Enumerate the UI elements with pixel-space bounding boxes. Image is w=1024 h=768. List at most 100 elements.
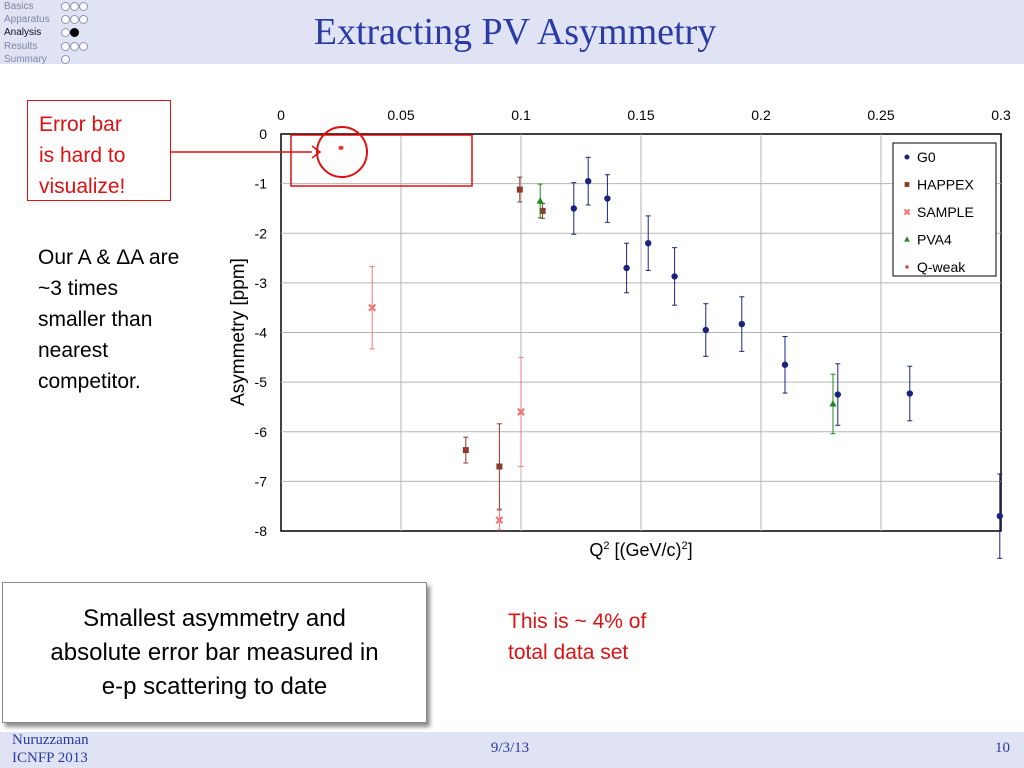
legend-label: PVA4 <box>917 232 952 248</box>
note-line: smaller than <box>38 308 153 331</box>
nav-item[interactable]: Apparatus <box>2 13 102 26</box>
chart-legend: G0 HAPPEX SAMPLE PVA4 Q-weak <box>892 142 997 277</box>
nav-item-label: Results <box>4 40 38 52</box>
note-line: nearest <box>38 339 109 362</box>
highlight-rectangle <box>290 134 473 187</box>
x-tick-label: 0.3 <box>991 107 1011 123</box>
data-point <box>781 361 789 368</box>
y-tick-label: -8 <box>255 523 268 539</box>
legend-label: Q-weak <box>917 259 966 275</box>
callout-line: Error bar <box>39 113 122 136</box>
author-name: Nuruzzaman <box>12 732 89 748</box>
legend-marker <box>903 208 911 216</box>
data-point <box>702 326 709 334</box>
data-point <box>645 239 652 247</box>
x-tick-label: 0.05 <box>387 107 414 123</box>
legend-marker <box>904 154 910 160</box>
data-point <box>516 186 523 193</box>
nav-item[interactable]: Basics <box>2 0 102 13</box>
x-tick-label: 0.25 <box>867 107 894 123</box>
nav-progress-dots <box>61 41 88 52</box>
data-point <box>671 273 678 280</box>
slide-dot[interactable] <box>61 15 70 25</box>
slide-dot[interactable] <box>61 2 70 11</box>
slide-dot[interactable] <box>61 54 70 64</box>
data-share-note: This is ~ 4% of total data set <box>508 606 708 668</box>
slide-dot[interactable] <box>70 2 79 11</box>
data-point <box>834 391 841 398</box>
nav-item[interactable]: Results <box>2 40 102 53</box>
nav-item[interactable]: Summary <box>2 53 102 66</box>
nav-progress-dots <box>61 15 88 25</box>
x-tick-label: 0.1 <box>511 107 531 123</box>
slide-dot[interactable] <box>70 15 79 25</box>
data-point <box>585 177 592 185</box>
slide-dot[interactable] <box>70 41 79 51</box>
slide-dot[interactable] <box>79 15 88 25</box>
conference-name: ICNFP 2013 <box>12 750 88 766</box>
callout-line: visualize! <box>39 175 126 198</box>
nav-item-label: Apparatus <box>4 14 50 26</box>
slide-header: Basics Apparatus Analysis Results Summary Ex… <box>0 0 1024 66</box>
claim-line: Smallest asymmetry and <box>83 604 346 632</box>
nav-item-label: Basics <box>4 1 34 12</box>
page-number: 10 <box>995 740 1010 756</box>
x-tick-label: 0.2 <box>751 107 771 123</box>
y-tick-label: -7 <box>255 473 268 489</box>
y-tick-label: -3 <box>255 275 268 291</box>
data-point <box>996 512 1003 520</box>
data-point <box>623 264 630 272</box>
legend-label: HAPPEX <box>917 177 974 193</box>
y-tick-label: -2 <box>255 225 268 241</box>
y-tick-label: 0 <box>259 126 267 142</box>
data-point <box>906 390 913 397</box>
y-axis-label: Asymmetry [ppm] <box>228 258 249 406</box>
series-sample <box>368 265 525 531</box>
legend-marker <box>904 236 910 242</box>
y-tick-label: -1 <box>255 176 268 192</box>
footer-author: Nuruzzaman ICNFP 2013 <box>12 731 89 767</box>
data-point <box>829 399 837 407</box>
claim-line: e-p scattering to date <box>101 672 328 700</box>
data-point <box>496 463 503 470</box>
data-point <box>570 205 577 212</box>
data-point <box>604 195 611 202</box>
chart-grid <box>281 134 1001 531</box>
claim-box: Smallest asymmetry and absolute error ba… <box>2 582 427 723</box>
slide-footer: Nuruzzaman ICNFP 2013 9/3/13 10 <box>0 732 1024 768</box>
data-point <box>738 320 745 328</box>
current-slide-dot[interactable] <box>70 28 79 38</box>
legend-label: SAMPLE <box>917 204 974 220</box>
slide-dot[interactable] <box>61 41 70 51</box>
slide-dot[interactable] <box>79 41 88 51</box>
highlight-circle <box>316 126 368 178</box>
data-point <box>462 447 469 454</box>
x-tick-label: 0.15 <box>627 107 654 123</box>
y-tick-label: -4 <box>255 325 268 341</box>
nav-progress-dots <box>61 2 88 12</box>
section-navigation: Basics Apparatus Analysis Results Summary <box>2 0 102 66</box>
legend-marker <box>905 265 909 269</box>
nav-item-label: Analysis <box>4 27 42 39</box>
legend-label: G0 <box>917 149 936 165</box>
chart-marks <box>338 145 1003 559</box>
data-point <box>517 407 525 416</box>
slide-dot[interactable] <box>61 28 70 38</box>
nav-progress-dots <box>61 28 79 38</box>
callout-line: is hard to <box>39 144 126 167</box>
data-point <box>495 516 504 525</box>
callout-text: Error bar is hard to visualize! <box>39 109 163 202</box>
note-line: competitor. <box>38 370 141 393</box>
slide-dot[interactable] <box>79 2 88 11</box>
data-point <box>368 303 377 312</box>
nav-item-label: Summary <box>4 53 47 65</box>
claim-line: absolute error bar measured in <box>50 638 379 666</box>
callout-arrow-head <box>311 145 322 159</box>
y-tick-label: -5 <box>255 374 268 390</box>
note-line: ~3 times <box>38 277 118 300</box>
nav-item[interactable]: Analysis <box>2 26 102 39</box>
series-happex <box>462 176 546 510</box>
series-g0 <box>570 156 1003 559</box>
callout-box: Error bar is hard to visualize! <box>27 100 171 201</box>
legend-marker <box>904 182 910 187</box>
